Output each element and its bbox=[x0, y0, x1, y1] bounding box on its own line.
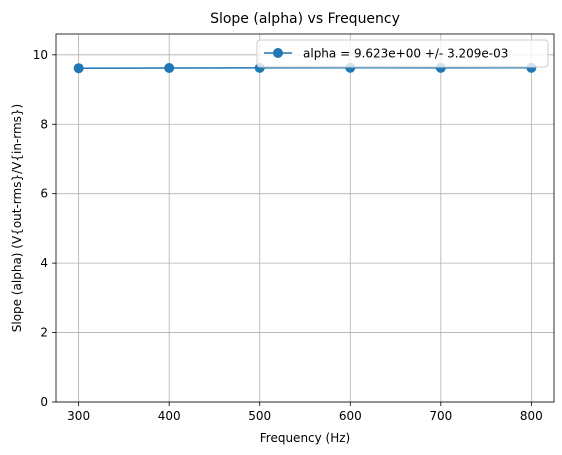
y-tick-label: 2 bbox=[40, 326, 48, 340]
legend-marker bbox=[273, 48, 283, 58]
y-tick-label: 10 bbox=[33, 48, 48, 62]
data-point bbox=[73, 63, 84, 74]
x-tick-label: 400 bbox=[158, 409, 181, 423]
x-tick-label: 500 bbox=[248, 409, 271, 423]
y-tick-label: 4 bbox=[40, 256, 48, 270]
x-tick-label: 600 bbox=[339, 409, 362, 423]
legend-label: alpha = 9.623e+00 +/- 3.209e-03 bbox=[303, 47, 508, 61]
plot-frame bbox=[55, 33, 555, 403]
grid bbox=[56, 34, 554, 403]
legend-box bbox=[256, 39, 549, 68]
y-tick-label: 0 bbox=[40, 395, 48, 409]
legend: alpha = 9.623e+00 +/- 3.209e-03 bbox=[256, 39, 549, 68]
ticks: 300 400 500 600 700 800 0 2 4 6 8 10 bbox=[33, 48, 543, 423]
x-tick-label: 800 bbox=[520, 409, 543, 423]
y-tick-label: 8 bbox=[40, 117, 48, 131]
y-tick-label: 6 bbox=[40, 187, 48, 201]
x-tick-label: 300 bbox=[67, 409, 90, 423]
x-axis-label: Frequency (Hz) bbox=[260, 431, 351, 445]
x-tick-label: 700 bbox=[429, 409, 452, 423]
y-axis-label: Slope (alpha) (V{out-rms}/V{in-rms}) bbox=[10, 104, 24, 333]
chart-title: Slope (alpha) vs Frequency bbox=[210, 11, 400, 27]
data-point bbox=[164, 63, 175, 74]
